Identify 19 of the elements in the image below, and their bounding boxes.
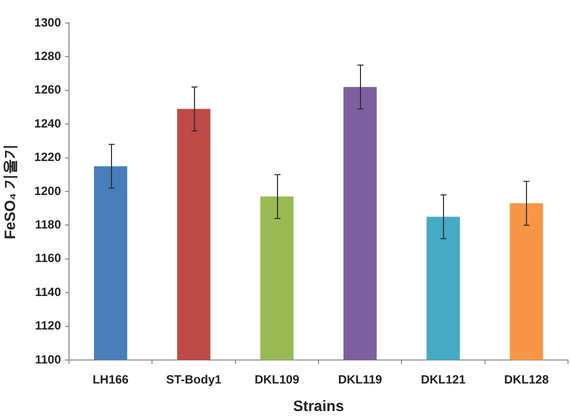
x-tick-label: DKL119 [338, 372, 382, 387]
y-tick-label: 1280 [34, 49, 62, 64]
x-tick-label: DKL109 [254, 372, 300, 387]
y-tick-label: 1220 [34, 150, 62, 164]
x-tick-label: ST-Body1 [166, 372, 222, 387]
y-tick-label: 1260 [34, 82, 62, 97]
y-tick-label: 1200 [34, 184, 62, 198]
x-axis-title: Strains [293, 398, 344, 416]
y-tick-label: 1140 [34, 284, 62, 299]
y-tick-label: 1300 [34, 15, 62, 30]
y-tick-label: 1180 [34, 218, 62, 232]
y-tick-label: 1160 [34, 251, 62, 266]
y-tick-label: 1100 [34, 352, 62, 366]
y-tick-label: 1240 [34, 116, 62, 130]
x-tick-label: DKL121 [420, 372, 466, 387]
y-tick-label: 1120 [34, 318, 62, 333]
y-axis-title: FeSO₄ 기울기 [2, 144, 20, 240]
x-tick-label: LH166 [92, 372, 129, 387]
x-tick-label: DKL128 [504, 372, 550, 387]
